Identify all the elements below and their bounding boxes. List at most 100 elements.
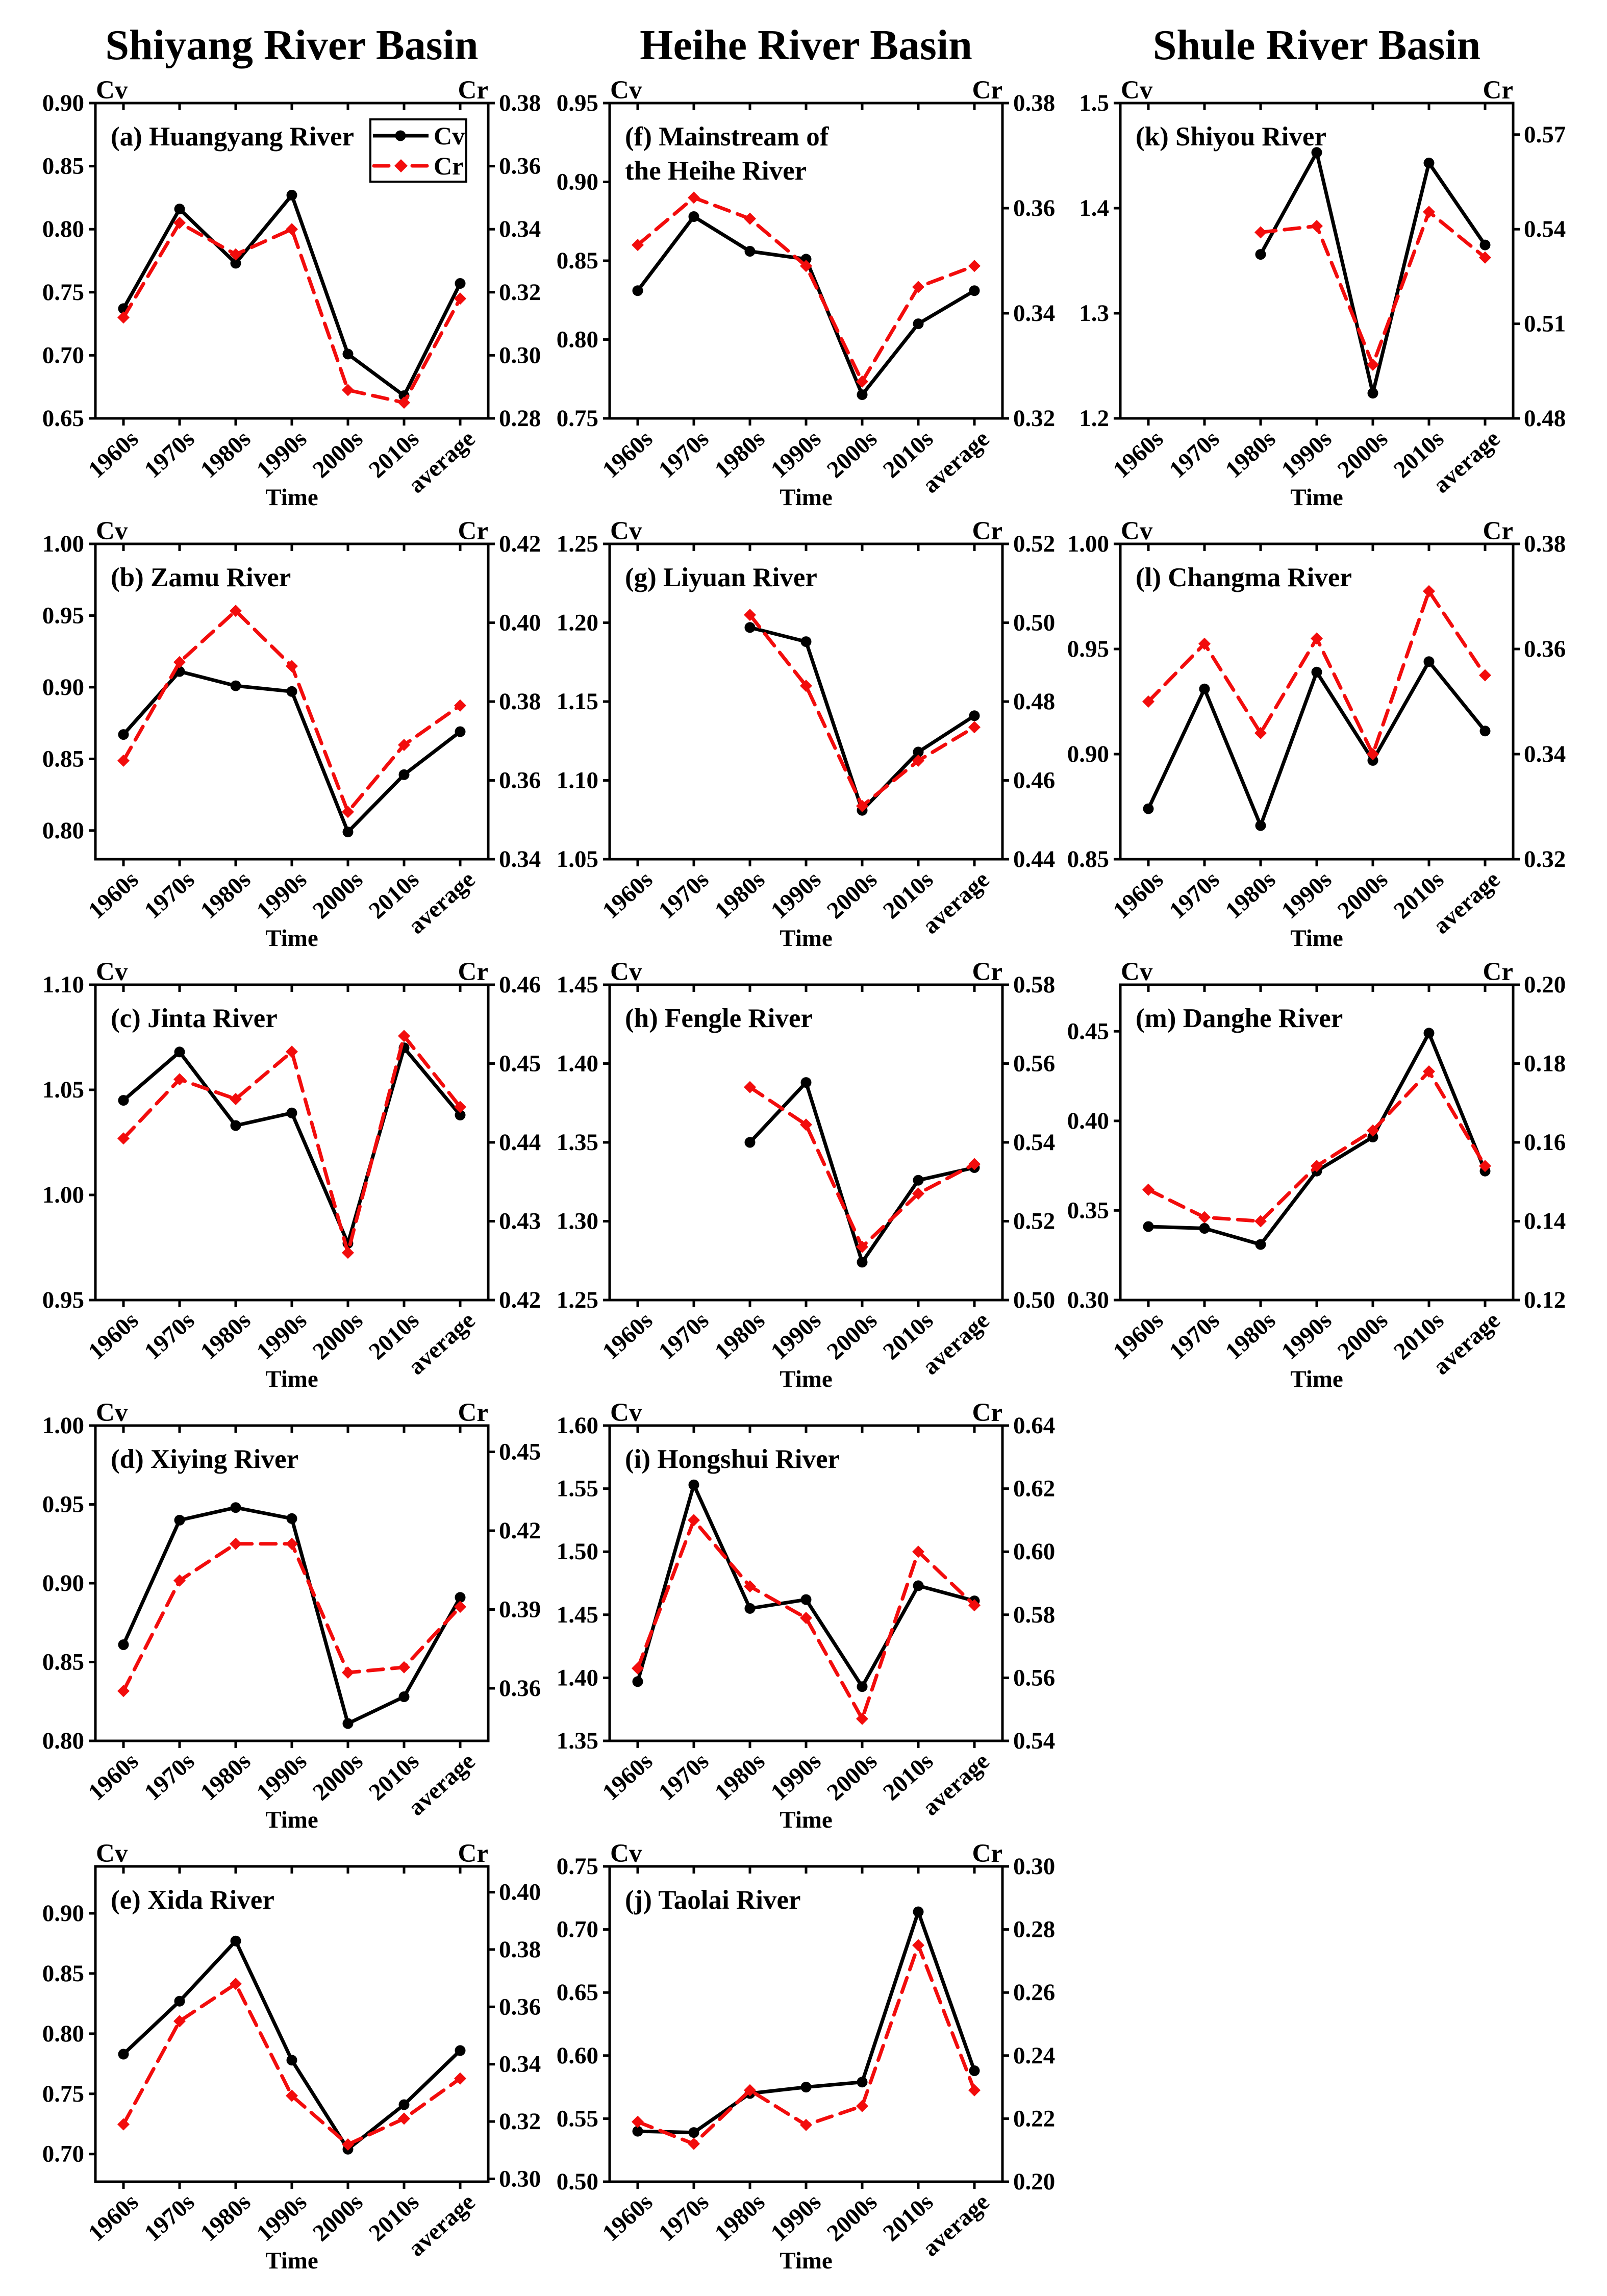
svg-text:0.36: 0.36 xyxy=(1524,636,1566,662)
svg-text:0.64: 0.64 xyxy=(1013,1412,1055,1439)
svg-text:Time: Time xyxy=(1290,925,1343,952)
svg-text:Cv: Cv xyxy=(96,1839,128,1868)
svg-text:0.43: 0.43 xyxy=(499,1208,541,1235)
svg-text:(f) Mainstream of: (f) Mainstream of xyxy=(625,122,830,152)
svg-text:1.55: 1.55 xyxy=(557,1476,598,1502)
svg-text:0.90: 0.90 xyxy=(42,1900,84,1927)
svg-text:(i) Hongshui River: (i) Hongshui River xyxy=(625,1444,840,1474)
svg-text:0.38: 0.38 xyxy=(1013,90,1055,116)
svg-text:0.90: 0.90 xyxy=(42,674,84,701)
svg-text:(a) Huangyang River: (a) Huangyang River xyxy=(111,122,354,152)
svg-text:1.00: 1.00 xyxy=(42,531,84,557)
svg-text:0.80: 0.80 xyxy=(557,327,598,353)
svg-text:0.32: 0.32 xyxy=(1524,846,1566,872)
svg-text:Cr: Cr xyxy=(1483,517,1513,545)
svg-text:Time: Time xyxy=(265,1366,318,1392)
svg-text:Cv: Cv xyxy=(1121,76,1153,105)
svg-text:Cv: Cv xyxy=(1121,958,1153,986)
svg-text:0.40: 0.40 xyxy=(1067,1108,1109,1134)
svg-text:Cv: Cv xyxy=(610,958,642,986)
svg-text:Time: Time xyxy=(1290,1366,1343,1392)
svg-text:Time: Time xyxy=(780,1366,833,1392)
svg-text:0.90: 0.90 xyxy=(557,169,598,195)
svg-text:0.54: 0.54 xyxy=(1524,216,1566,242)
svg-text:0.34: 0.34 xyxy=(1524,741,1566,767)
svg-text:0.38: 0.38 xyxy=(499,90,541,116)
svg-text:0.34: 0.34 xyxy=(499,216,541,242)
svg-text:0.44: 0.44 xyxy=(1013,846,1055,872)
svg-text:Cv: Cv xyxy=(1121,517,1153,545)
svg-text:0.34: 0.34 xyxy=(1013,300,1055,327)
svg-text:0.85: 0.85 xyxy=(1067,846,1109,872)
svg-text:Cr: Cr xyxy=(458,1839,488,1868)
svg-text:0.58: 0.58 xyxy=(1013,1602,1055,1628)
svg-text:1.3: 1.3 xyxy=(1079,300,1109,327)
svg-text:0.42: 0.42 xyxy=(499,1517,541,1544)
svg-text:Cv: Cv xyxy=(610,1839,642,1868)
svg-text:(b) Zamu River: (b) Zamu River xyxy=(111,563,291,592)
svg-text:Time: Time xyxy=(780,925,833,952)
svg-text:Time: Time xyxy=(265,484,318,511)
svg-text:Cr: Cr xyxy=(972,517,1002,545)
svg-text:0.60: 0.60 xyxy=(557,2042,598,2069)
svg-text:0.85: 0.85 xyxy=(42,745,84,772)
svg-text:1.05: 1.05 xyxy=(557,846,598,872)
svg-text:Cr: Cr xyxy=(458,958,488,986)
svg-text:0.45: 0.45 xyxy=(1067,1018,1109,1044)
svg-text:0.40: 0.40 xyxy=(499,1879,541,1906)
svg-text:0.28: 0.28 xyxy=(499,405,541,432)
svg-text:0.36: 0.36 xyxy=(499,1993,541,2020)
svg-text:0.14: 0.14 xyxy=(1524,1208,1566,1235)
svg-text:Cv: Cv xyxy=(96,1399,128,1427)
svg-text:0.12: 0.12 xyxy=(1524,1287,1566,1313)
svg-text:(l) Changma River: (l) Changma River xyxy=(1136,563,1352,592)
svg-text:0.40: 0.40 xyxy=(499,610,541,636)
svg-text:0.50: 0.50 xyxy=(1013,610,1055,636)
svg-text:0.75: 0.75 xyxy=(42,279,84,306)
svg-text:0.90: 0.90 xyxy=(1067,741,1109,767)
svg-text:Cv: Cv xyxy=(434,121,465,150)
svg-text:Time: Time xyxy=(265,2248,318,2274)
svg-text:Cv: Cv xyxy=(610,76,642,105)
svg-text:Heihe River Basin: Heihe River Basin xyxy=(640,21,972,69)
svg-text:0.95: 0.95 xyxy=(42,1287,84,1313)
svg-text:0.39: 0.39 xyxy=(499,1596,541,1623)
svg-text:0.95: 0.95 xyxy=(42,1491,84,1518)
svg-text:0.30: 0.30 xyxy=(1067,1287,1109,1313)
svg-text:1.00: 1.00 xyxy=(42,1412,84,1439)
svg-text:1.20: 1.20 xyxy=(557,610,598,636)
svg-text:0.90: 0.90 xyxy=(42,1570,84,1596)
svg-text:(d) Xiying River: (d) Xiying River xyxy=(111,1444,298,1474)
svg-text:0.85: 0.85 xyxy=(557,247,598,274)
svg-text:0.20: 0.20 xyxy=(1013,2168,1055,2195)
svg-text:Time: Time xyxy=(1290,484,1343,511)
svg-text:(k) Shiyou River: (k) Shiyou River xyxy=(1136,122,1326,152)
svg-text:0.48: 0.48 xyxy=(1524,405,1566,432)
svg-text:0.85: 0.85 xyxy=(42,1649,84,1676)
svg-text:0.32: 0.32 xyxy=(499,279,541,306)
svg-text:1.2: 1.2 xyxy=(1079,405,1109,432)
svg-text:0.46: 0.46 xyxy=(499,971,541,998)
svg-text:Time: Time xyxy=(780,1807,833,1833)
svg-text:0.28: 0.28 xyxy=(1013,1916,1055,1943)
svg-text:0.18: 0.18 xyxy=(1524,1051,1566,1077)
svg-text:Shiyang River Basin: Shiyang River Basin xyxy=(105,21,478,69)
svg-text:(e) Xida River: (e) Xida River xyxy=(111,1885,274,1915)
svg-text:0.70: 0.70 xyxy=(42,2141,84,2167)
svg-text:Cv: Cv xyxy=(96,76,128,105)
svg-text:Time: Time xyxy=(780,484,833,511)
svg-text:Cr: Cr xyxy=(458,517,488,545)
svg-text:Cr: Cr xyxy=(434,152,463,180)
svg-text:0.50: 0.50 xyxy=(557,2168,598,2195)
svg-text:1.45: 1.45 xyxy=(557,971,598,998)
svg-text:0.62: 0.62 xyxy=(1013,1476,1055,1502)
svg-text:0.75: 0.75 xyxy=(42,2081,84,2107)
svg-text:1.40: 1.40 xyxy=(557,1664,598,1691)
svg-text:0.38: 0.38 xyxy=(1524,531,1566,557)
svg-text:Cv: Cv xyxy=(96,517,128,545)
svg-text:0.38: 0.38 xyxy=(499,688,541,715)
svg-text:0.80: 0.80 xyxy=(42,817,84,844)
svg-text:1.15: 1.15 xyxy=(557,688,598,715)
svg-text:0.54: 0.54 xyxy=(1013,1728,1055,1754)
svg-text:1.50: 1.50 xyxy=(557,1538,598,1565)
